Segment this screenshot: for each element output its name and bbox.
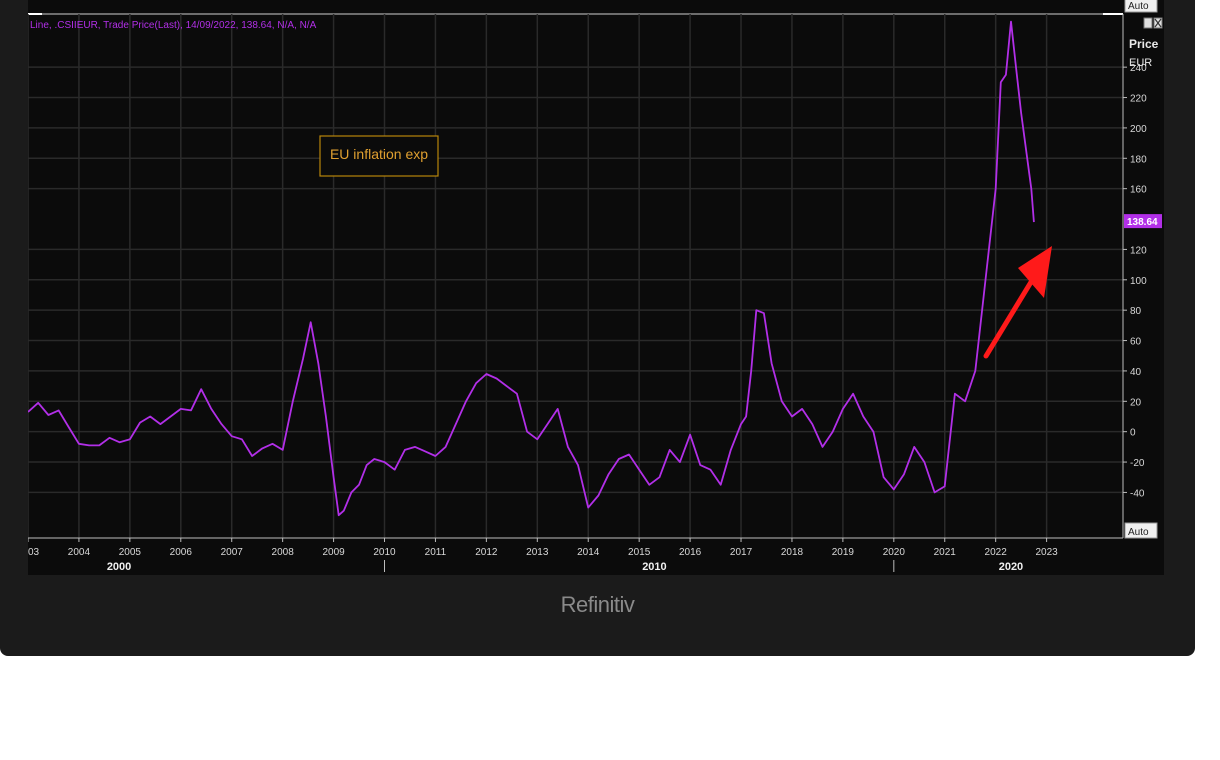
y-tick-label: 220 — [1130, 94, 1147, 105]
x-tick-label: 2022 — [985, 547, 1008, 558]
x-tick-label: 2012 — [475, 547, 498, 558]
y-axis-unit: EUR — [1129, 57, 1152, 69]
x-tick-label: 2003 — [28, 547, 40, 558]
price-series-line — [28, 20, 1035, 517]
y-tick-label: 200 — [1130, 124, 1147, 135]
x-tick-label: 2006 — [170, 547, 193, 558]
x-tick-label: 2020 — [883, 547, 906, 558]
x-tick-label: 2005 — [119, 547, 142, 558]
y-tick-label: 160 — [1130, 185, 1147, 196]
y-tick-label: 20 — [1130, 397, 1142, 408]
x-decade-label: 2020 — [999, 561, 1023, 573]
last-value-label: 138.64 — [1127, 217, 1158, 228]
x-tick-label: 2016 — [679, 547, 702, 558]
y-tick-label: 100 — [1130, 276, 1147, 287]
y-tick-label: 40 — [1130, 367, 1142, 378]
annotation-box — [319, 135, 439, 177]
x-tick-label: 2021 — [934, 547, 957, 558]
y-tick-label: -20 — [1130, 458, 1145, 469]
close-icon-stroke-b — [1154, 18, 1162, 28]
x-tick-label: 2018 — [781, 547, 804, 558]
y-tick-label: 180 — [1130, 154, 1147, 165]
y-tick-label: 60 — [1130, 337, 1142, 348]
y-axis-title: Price — [1129, 37, 1159, 51]
chart-header-text: Line, .CSIIEUR, Trade Price(Last), 14/09… — [30, 20, 317, 31]
x-tick-label: 2010 — [373, 547, 396, 558]
x-tick-label: 2007 — [221, 547, 244, 558]
red-arrow-head — [1018, 246, 1052, 298]
x-tick-label: 2023 — [1035, 547, 1058, 558]
chart-card: -40 -20 0 20 40 60 80 100 120 160 180 200 220 240 Pric… — [0, 0, 1195, 656]
x-tick-label: 2004 — [68, 547, 91, 558]
x-tick-label: 2019 — [832, 547, 855, 558]
x-decade-label: 2010 — [642, 561, 666, 573]
auto-scale-label-bottom: Auto — [1128, 527, 1149, 538]
x-tick-label: 2014 — [577, 547, 600, 558]
y-tick-label: -40 — [1130, 488, 1145, 499]
price-chart: -40 -20 0 20 40 60 80 100 120 160 180 200 220 240 Pric… — [28, 0, 1163, 573]
y-tick-label: 120 — [1130, 245, 1147, 256]
x-tick-label: 2013 — [526, 547, 549, 558]
x-tick-label: 2015 — [628, 547, 651, 558]
annotation-text: EU inflation exp — [330, 146, 428, 162]
x-tick-label: 2017 — [730, 547, 753, 558]
x-tick-label: 2011 — [425, 547, 447, 558]
y-tick-label: 240 — [1130, 63, 1147, 74]
auto-scale-button-bottom[interactable] — [1124, 522, 1158, 539]
x-tick-label: 2009 — [322, 547, 345, 558]
y-tick-label: 0 — [1130, 428, 1136, 439]
x-tick-label: 2008 — [272, 547, 295, 558]
auto-scale-button-top[interactable] — [1124, 0, 1158, 13]
source-caption: Refinitiv — [560, 592, 635, 617]
last-value-badge — [1124, 214, 1162, 229]
y-tick-label: 80 — [1130, 306, 1142, 317]
x-decade-label: 2000 — [107, 561, 131, 573]
chart-panel: -40 -20 0 20 40 60 80 100 120 160 180 200 220 240 Pric… — [28, 0, 1164, 575]
auto-scale-label-top: Auto — [1128, 1, 1149, 12]
panel-menu-icon[interactable] — [1143, 17, 1153, 29]
